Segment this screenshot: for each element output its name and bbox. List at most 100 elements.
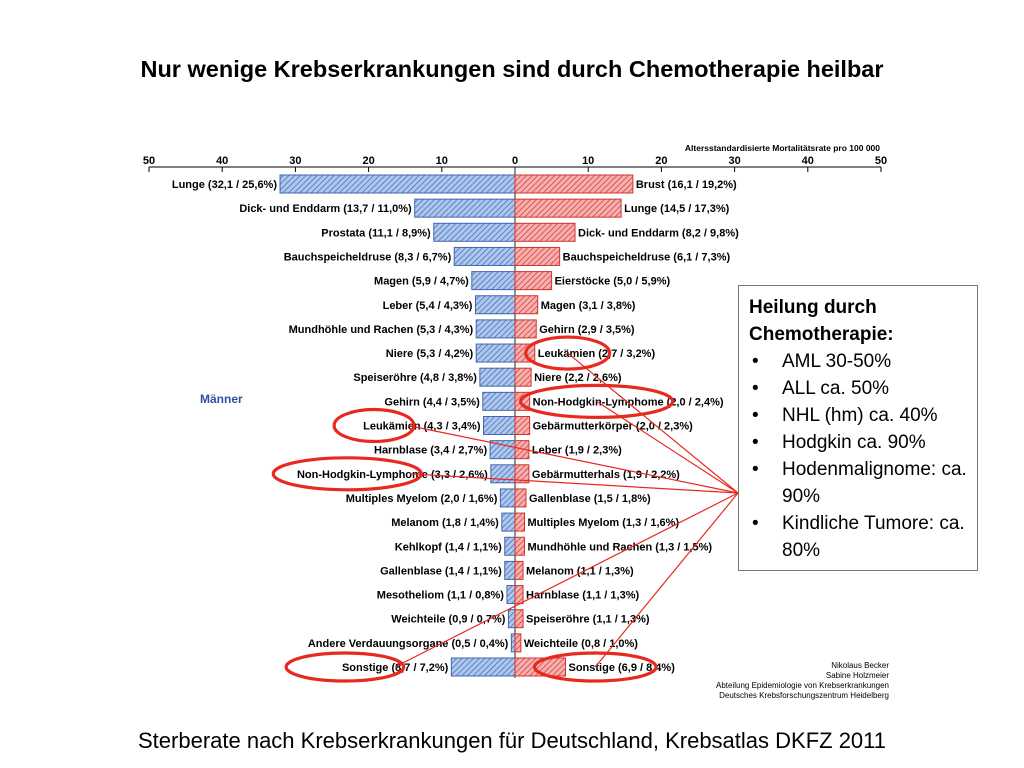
x-tick-label: 50 <box>143 155 155 167</box>
women-bar-label: Weichteile (0,8 / 1,0%) <box>524 638 638 650</box>
women-bar-label: Speiseröhre (1,1 / 1,3%) <box>526 614 650 626</box>
men-bar <box>474 295 516 315</box>
women-bar <box>514 560 524 580</box>
women-bar-label: Gallenblase (1,5 / 1,8%) <box>529 493 651 505</box>
info-item-hodenmalignome: Hodenmalignome: ca. 90% <box>749 456 967 510</box>
men-bar-label: Lunge (32,1 / 25,6%) <box>172 179 277 191</box>
men-bar <box>504 560 516 580</box>
women-bar <box>514 319 537 339</box>
info-box-title: Heilung durch Chemotherapie: <box>749 294 967 348</box>
women-bar-label: Lunge (14,5 / 17,3%) <box>624 203 729 215</box>
men-bar <box>433 222 516 242</box>
men-bar-label: Andere Verdauungsorgane (0,5 / 0,4%) <box>308 638 509 650</box>
men-bar-label: Multiples Myelom (2,0 / 1,6%) <box>346 493 498 505</box>
info-item-nhl: NHL (hm) ca. 40% <box>749 402 967 429</box>
men-bar-label: Speiseröhre (4,8 / 3,8%) <box>353 372 477 384</box>
credits: Nikolaus Becker Sabine Holzmeier Abteilu… <box>703 661 889 701</box>
men-bar <box>499 488 516 508</box>
women-bar-label: Magen (3,1 / 3,8%) <box>541 300 636 312</box>
connector-line <box>394 492 739 668</box>
men-bar <box>510 633 516 653</box>
men-bar <box>506 585 516 605</box>
x-tick-label: 40 <box>216 155 228 167</box>
men-bar-label: Weichteile (0,9 / 0,7%) <box>391 614 505 626</box>
credit-line: Nikolaus Becker <box>831 661 889 670</box>
info-item-aml: AML 30-50% <box>749 348 967 375</box>
women-bar-label: Sonstige (6,9 / 8,4%) <box>569 662 676 674</box>
men-bar <box>501 512 516 532</box>
men-bar <box>453 246 516 266</box>
x-tick-label: 10 <box>436 155 448 167</box>
men-bar <box>414 198 516 218</box>
women-bar-label: Gebärmutterhals (1,9 / 2,2%) <box>532 469 680 481</box>
women-bar <box>514 295 539 315</box>
women-bar <box>514 367 532 387</box>
women-bar-label: Melanom (1,1 / 1,3%) <box>526 565 634 577</box>
men-bar <box>279 174 516 194</box>
men-bar-label: Niere (5,3 / 4,2%) <box>386 348 474 360</box>
men-bar-label: Gallenblase (1,4 / 1,1%) <box>380 565 502 577</box>
connector-line <box>407 424 739 494</box>
men-bar-label: Mesotheliom (1,1 / 0,8%) <box>377 590 504 602</box>
men-bar-label: Leber (5,4 / 4,3%) <box>383 300 473 312</box>
highlight-ellipse <box>519 383 675 419</box>
women-bar <box>514 174 634 194</box>
men-bar-label: Sonstige (8,7 / 7,2%) <box>342 662 449 674</box>
chemotherapy-info-box: Heilung durch Chemotherapie: AML 30-50% … <box>738 285 978 571</box>
women-bar-label: Bauchspeicheldruse (6,1 / 7,3%) <box>563 251 731 263</box>
women-bar <box>514 633 522 653</box>
women-bar-label: Multiples Myelom (1,3 / 1,6%) <box>528 517 680 529</box>
axis-title: Altersstandardisierte Mortalitätsrate pr… <box>685 143 880 153</box>
men-bar-label: Prostata (11,1 / 8,9%) <box>321 227 431 239</box>
men-bar <box>450 657 516 677</box>
women-bar-label: Mundhöhle und Rachen (1,3 / 1,5%) <box>528 541 713 553</box>
info-box-title-line: Chemotherapie: <box>749 324 894 345</box>
info-item-hodgkin: Hodgkin ca. 90% <box>749 429 967 456</box>
x-tick-label: 20 <box>655 155 667 167</box>
info-box-list: AML 30-50% ALL ca. 50% NHL (hm) ca. 40% … <box>749 348 967 564</box>
group-label-men: Männer <box>200 392 243 406</box>
men-bar <box>479 367 516 387</box>
women-bar <box>514 464 530 484</box>
women-bar-label: Leber (1,9 / 2,3%) <box>532 445 622 457</box>
highlight-ellipse <box>284 651 406 683</box>
connector-line <box>410 473 739 494</box>
highlight-ellipse <box>271 456 423 492</box>
info-item-all: ALL ca. 50% <box>749 375 967 402</box>
women-bar-label: Harnblase (1,1 / 1,3%) <box>526 590 639 602</box>
women-bar <box>514 222 576 242</box>
men-bar <box>471 271 516 291</box>
men-bar-label: Leukämien (4,3 / 3,4%) <box>363 421 481 433</box>
women-bar <box>514 488 527 508</box>
x-tick-label: 40 <box>802 155 814 167</box>
slide-title: Nur wenige Krebserkrankungen sind durch … <box>140 56 884 82</box>
men-bar <box>475 319 516 339</box>
x-tick-label: 0 <box>512 155 518 167</box>
credit-line: Sabine Holzmeier <box>825 671 889 680</box>
x-tick-label: 30 <box>728 155 740 167</box>
women-bar-label: Leukämien (2,7 / 3,2%) <box>538 348 656 360</box>
women-bar <box>514 512 526 532</box>
men-bar-label: Magen (5,9 / 4,7%) <box>374 276 469 288</box>
men-bar-label: Dick- und Enddarm (13,7 / 11,0%) <box>239 203 412 215</box>
info-item-kindliche-tumore: Kindliche Tumore: ca. 80% <box>749 510 967 564</box>
highlight-ellipse <box>332 407 416 444</box>
women-bar <box>514 609 524 629</box>
men-bar-label: Kehlkopf (1,4 / 1,1%) <box>395 541 502 553</box>
men-bar <box>482 391 516 411</box>
women-bar-label: Niere (2,2 / 2,6%) <box>534 372 622 384</box>
men-bar <box>483 416 516 435</box>
men-bar-label: Harnblase (3,4 / 2,7%) <box>374 445 487 457</box>
men-bar-label: Non-Hodgkin-Lymphome (3,3 / 2,6%) <box>297 469 488 481</box>
x-tick-label: 30 <box>289 155 301 167</box>
credit-line: Abteilung Epidemiologie von Krebserkrank… <box>716 681 889 690</box>
women-bar <box>514 585 524 605</box>
men-bar-label: Gehirn (4,4 / 3,5%) <box>384 396 480 408</box>
info-box-title-line: Heilung durch <box>749 297 877 318</box>
x-tick-label: 10 <box>582 155 594 167</box>
women-bar <box>514 198 622 218</box>
women-bar-label: Eierstöcke (5,0 / 5,9%) <box>555 276 671 288</box>
women-bar-label: Gehirn (2,9 / 3,5%) <box>539 324 635 336</box>
women-bar <box>514 657 567 677</box>
